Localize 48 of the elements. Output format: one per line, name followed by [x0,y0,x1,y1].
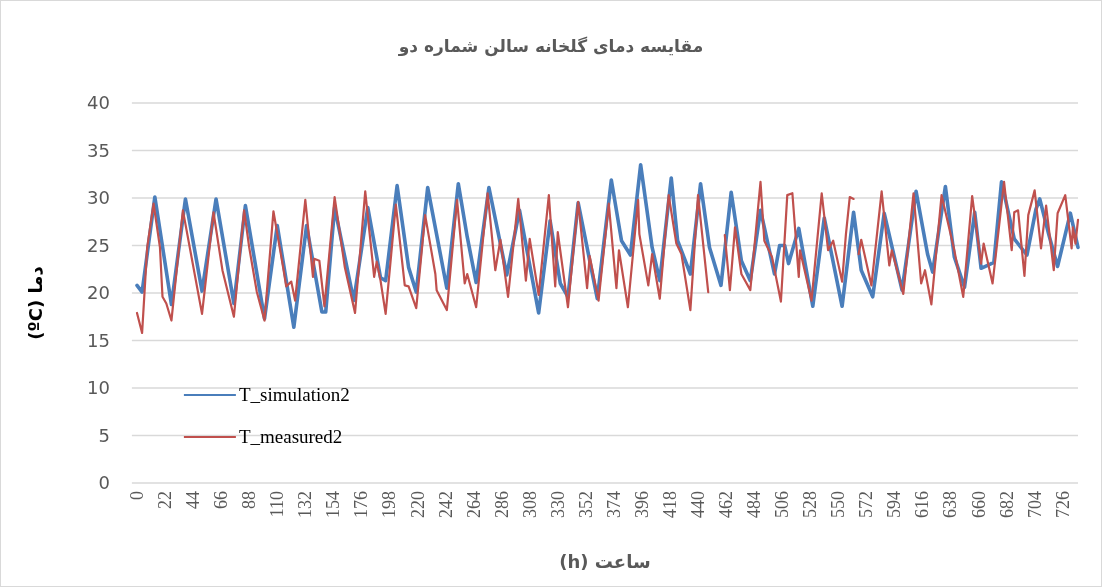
x-tick-label: 242 [435,491,456,518]
legend-label: T_simulation2 [238,384,350,405]
y-axis-title: دما (ºC) [25,266,46,340]
y-tick-label: 25 [86,234,110,256]
x-tick-label: 88 [239,491,260,509]
x-tick-label: 528 [800,491,821,518]
x-tick-label: 352 [575,491,596,518]
x-tick-label: 572 [856,491,877,518]
x-axis-title: ساعت (h) [559,551,651,572]
legend-label: T_measured2 [238,426,343,447]
x-tick-label: 616 [912,491,933,518]
x-tick-label: 22 [155,491,176,509]
x-tick-label: 506 [772,491,793,518]
x-tick-label: 66 [211,491,232,509]
y-tick-label: 15 [86,329,110,351]
x-tick-label: 44 [183,491,204,509]
chart-title: مقایسه دمای گلخانه سالن شماره دو [397,36,704,57]
y-tick-label: 10 [86,377,110,398]
x-tick-label: 154 [323,491,344,518]
x-tick-label: 418 [659,491,680,518]
x-tick-label: 132 [295,491,316,518]
x-tick-label: 286 [491,491,512,518]
x-tick-label: 726 [1052,491,1073,518]
x-tick-label: 330 [547,491,568,518]
x-tick-label: 264 [463,491,484,518]
x-tick-label: 550 [828,491,849,518]
x-tick-label: 0 [127,491,147,500]
x-tick-label: 440 [688,491,709,518]
y-tick-label: 5 [98,424,110,446]
x-tick-label: 176 [351,491,372,518]
x-tick-label: 704 [1024,491,1045,518]
y-tick-label: 40 [86,92,110,113]
x-tick-label: 110 [267,491,288,518]
x-tick-label: 462 [716,491,737,518]
y-tick-label: 35 [86,139,110,161]
y-tick-label: 0 [98,472,110,493]
x-tick-label: 396 [631,491,652,518]
x-tick-label: 594 [884,491,905,518]
x-tick-label: 484 [744,491,765,518]
x-tick-label: 220 [407,491,428,518]
x-tick-label: 198 [379,491,400,518]
x-tick-label: 374 [603,491,624,518]
x-tick-label: 638 [940,491,961,518]
x-tick-label: 682 [996,491,1017,518]
y-tick-label: 20 [86,282,110,303]
x-tick-label: 660 [968,491,989,518]
y-tick-label: 30 [86,187,110,208]
x-tick-label: 308 [519,491,540,518]
